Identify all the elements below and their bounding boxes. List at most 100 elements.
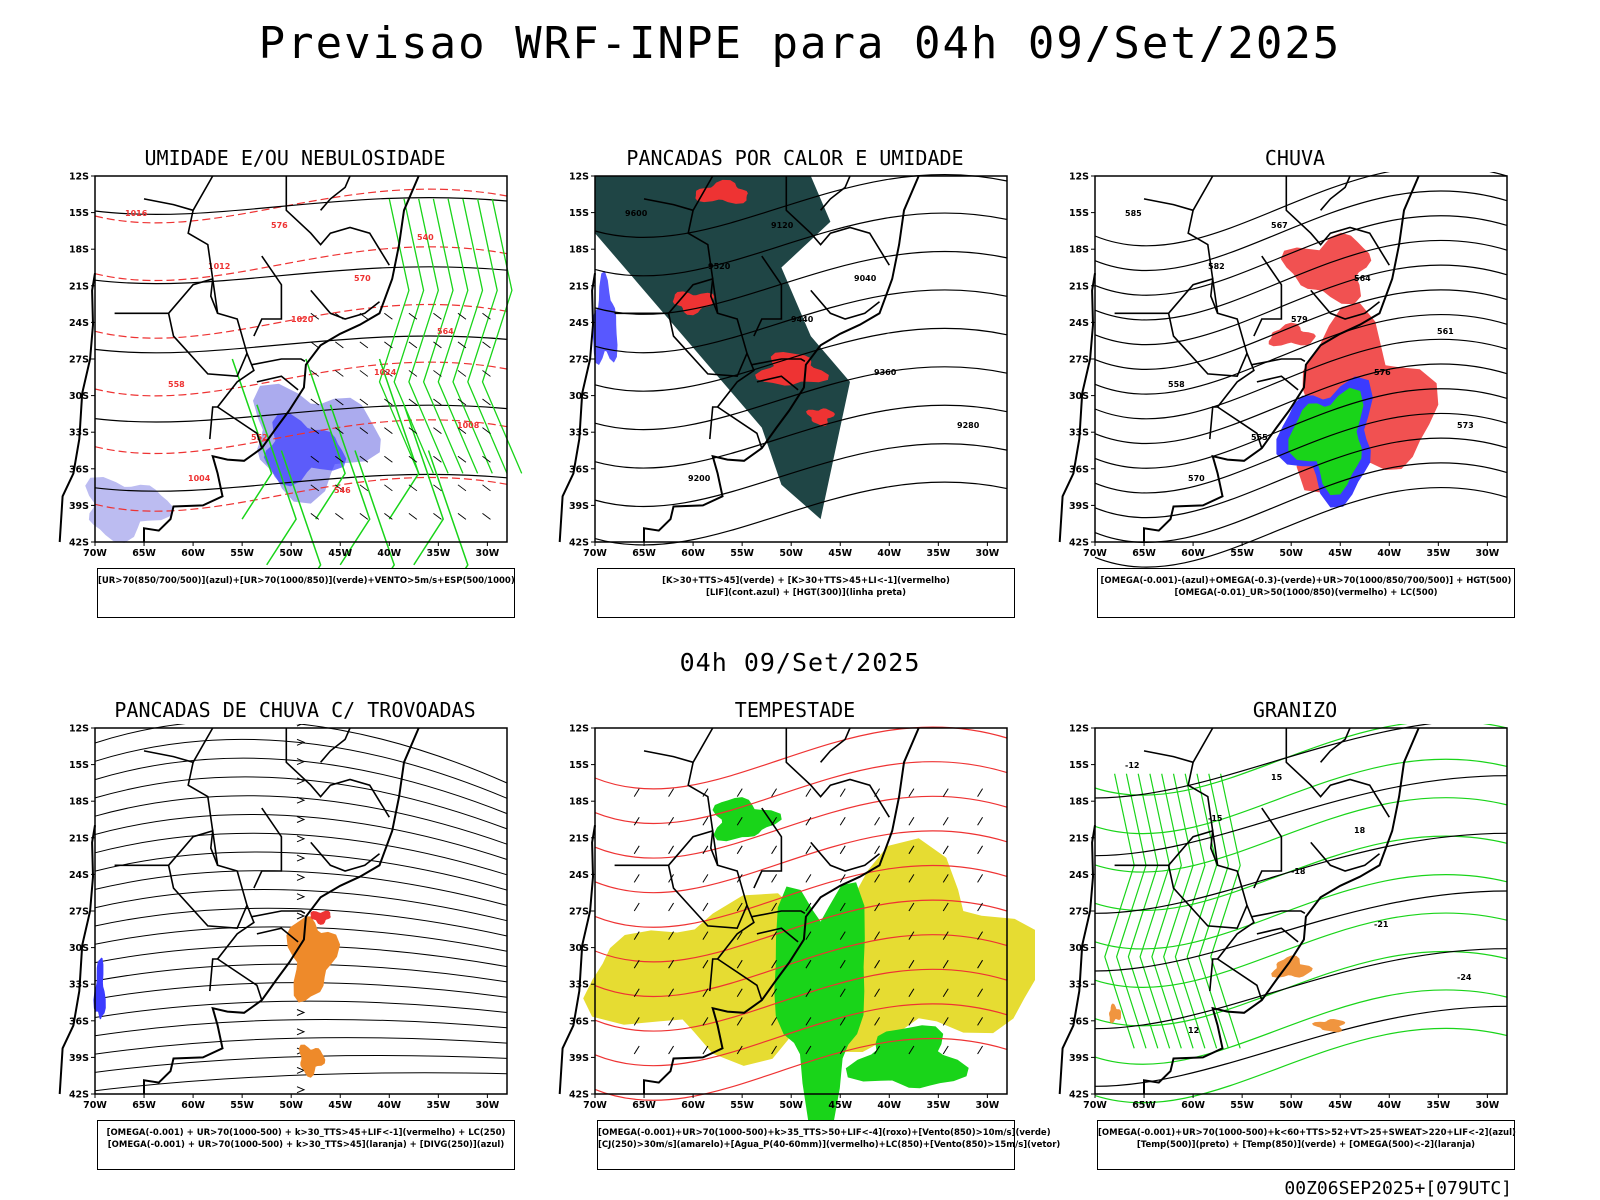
- wind-vector: [633, 1017, 640, 1026]
- lon-tick-label: 60W: [681, 1100, 705, 1111]
- panel-chuva: CHUVA 585 582 579 576 573 570 567 564 561 558 555 1…: [1055, 146, 1535, 646]
- region-li-minus1: [806, 408, 835, 427]
- ur-1000-850-contour: [427, 450, 469, 582]
- region-vento850-10: [712, 797, 782, 842]
- wind-vector: [942, 988, 949, 998]
- contour-label: 540: [417, 233, 434, 242]
- lc250-streamline: [94, 963, 508, 983]
- thickness-contour: [94, 476, 508, 512]
- country-border: [819, 727, 851, 763]
- lat-tick-label: 33S: [69, 428, 89, 439]
- lc850-contour: [594, 761, 1008, 825]
- region-omega-ur50: [1280, 232, 1372, 305]
- lc250-streamline: [94, 982, 508, 1000]
- contour-label: 555: [1251, 433, 1268, 442]
- map-umidade: 1016 1012 1020 1024 1008 1004 576 570 564 558 552 5…: [58, 172, 523, 582]
- country-border: [1285, 728, 1390, 818]
- contour-label: 582: [1208, 262, 1225, 271]
- wind-vector: [633, 988, 640, 998]
- lon-tick-label: 30W: [476, 1100, 500, 1111]
- wind-vector: [839, 845, 846, 855]
- run-stamp: 00Z06SEP2025+[079UTC]: [1284, 1178, 1512, 1199]
- hgt300-contour: [594, 443, 1008, 508]
- hgt300-contour: [594, 481, 1008, 546]
- wind-vector: [457, 455, 467, 463]
- wind-vector: [633, 788, 640, 797]
- lat-tick-label: 30S: [569, 943, 589, 954]
- lat-tick-label: 33S: [69, 980, 89, 991]
- country-border: [1285, 176, 1390, 266]
- legend-line: [K>30+TTS>45](verde) + [K>30+TTS>45+LI<-…: [662, 576, 950, 586]
- wind-vector: [702, 931, 709, 940]
- lc250-streamline: [94, 795, 508, 845]
- country-border: [187, 727, 263, 1001]
- lc250-streamline: [94, 851, 508, 891]
- legend-pancadas-calor: [K>30+TTS>45](verde) + [K>30+TTS>45+LI<-…: [597, 568, 1015, 618]
- wind-vector: [408, 341, 418, 349]
- temp850-contour: [1151, 773, 1182, 1049]
- lon-tick-label: 70W: [583, 1100, 607, 1111]
- coastline-east: [1143, 727, 1420, 1094]
- stream-arrow: [296, 816, 306, 823]
- country-border: [253, 255, 283, 337]
- lon-tick-label: 65W: [132, 1100, 156, 1111]
- contour-label: 9200: [688, 474, 711, 483]
- wind-vector: [384, 341, 393, 349]
- temp500-contour: [1094, 775, 1508, 857]
- wind-vector: [384, 513, 393, 520]
- lat-tick-label: 39S: [69, 501, 89, 512]
- region-lif-minus1-red: [310, 910, 331, 925]
- wind-vector: [805, 1017, 812, 1026]
- coastline-west: [558, 273, 596, 543]
- lon-tick-label: 30W: [1476, 548, 1500, 559]
- legend-line: [OMEGA(-0.01)_UR>50(1000/850)(vermelho) …: [1174, 588, 1438, 598]
- contour-label: 570: [1188, 474, 1205, 483]
- lc850-contour: [594, 934, 1008, 998]
- stream-arrow: [296, 912, 306, 920]
- wind-vector: [310, 455, 320, 463]
- wind-vector: [805, 845, 812, 855]
- hgt300-contour: [594, 289, 1008, 354]
- country-border: [310, 841, 380, 872]
- wind-vector: [736, 931, 743, 940]
- lat-tick-label: 36S: [1069, 1016, 1089, 1027]
- wind-vector: [482, 312, 491, 320]
- hgt500-contour: [1094, 363, 1508, 445]
- lat-tick-label: 12S: [69, 724, 89, 735]
- hgt500-contour: [1094, 172, 1508, 247]
- pressure-contour: [94, 197, 508, 215]
- temp850-contour: [1198, 773, 1230, 1049]
- lat-tick-label: 33S: [1069, 428, 1089, 439]
- wind-vector: [908, 788, 915, 797]
- legend-trovoadas: [OMEGA(-0.001) + UR>70(1000-500) + k>30_…: [97, 1120, 515, 1170]
- ur-1000-850-contour: [467, 198, 508, 474]
- hgt500-contour: [1094, 388, 1508, 469]
- lon-tick-label: 65W: [132, 548, 156, 559]
- contour-label: 579: [1291, 315, 1308, 324]
- country-border: [810, 289, 880, 320]
- panel-pancadas-calor: PANCADAS POR CALOR E UMIDADE 9600 9520 944…: [555, 146, 1035, 646]
- wind-vector: [771, 845, 777, 855]
- lc850-contour: [594, 795, 1008, 859]
- wind-vector: [702, 816, 709, 826]
- lc250-streamline: [94, 1018, 508, 1037]
- country-border: [1319, 727, 1351, 763]
- temp850-contour: [1186, 773, 1218, 1049]
- wind-vector: [736, 1017, 743, 1026]
- ur-1000-850-contour: [231, 358, 273, 520]
- lc850-contour: [594, 726, 1008, 790]
- wind-vector: [771, 959, 777, 969]
- wind-vector: [702, 874, 709, 883]
- lat-tick-label: 24S: [69, 870, 89, 881]
- pressure-contour: [94, 404, 508, 423]
- wind-vector: [408, 484, 418, 492]
- wind-vector: [482, 370, 491, 377]
- wind-vector: [977, 788, 983, 797]
- country-border: [643, 198, 694, 212]
- lat-tick-label: 27S: [1069, 355, 1089, 366]
- contour-label: 546: [334, 486, 351, 495]
- wind-vector: [482, 455, 491, 463]
- lon-tick-label: 45W: [1328, 548, 1352, 559]
- lc850-contour: [594, 830, 1008, 894]
- panel-title: UMIDADE E/OU NEBULOSIDADE: [144, 146, 446, 170]
